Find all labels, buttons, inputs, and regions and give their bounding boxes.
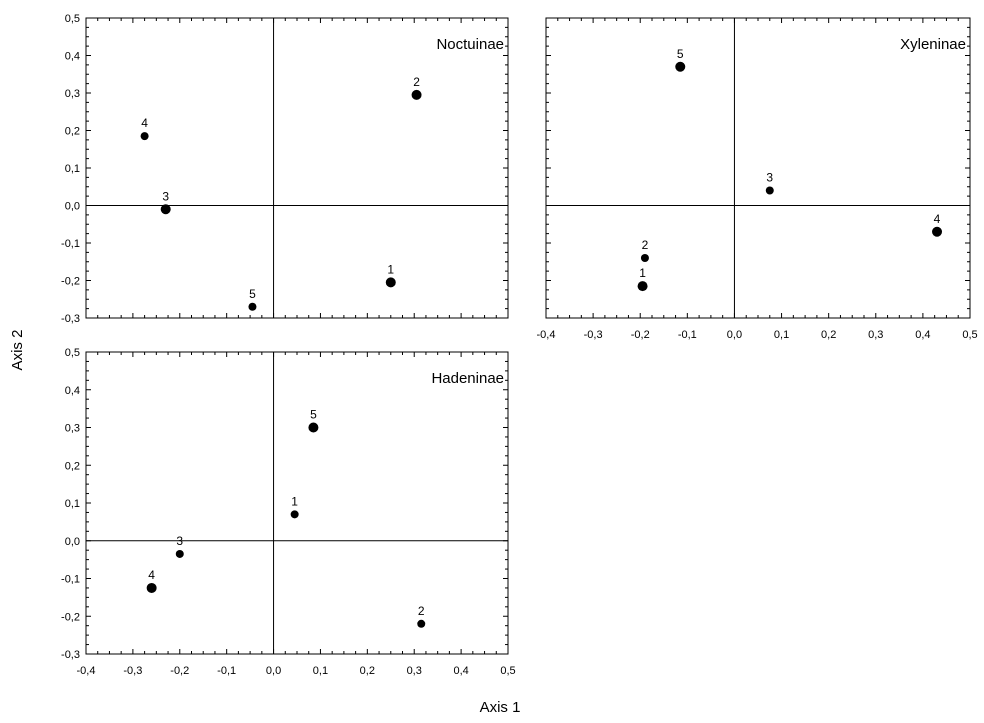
- data-point: [248, 302, 257, 311]
- data-point: [385, 277, 396, 288]
- data-point: [411, 89, 422, 100]
- data-point: [308, 422, 319, 433]
- plot-frame: [545, 17, 971, 319]
- y-tick-label: 0,0: [65, 201, 80, 213]
- x-tick-label: 0,5: [962, 329, 977, 341]
- point-label: 3: [162, 189, 169, 203]
- x-tick-label: -0,3: [123, 665, 142, 677]
- point-label: 2: [642, 238, 649, 252]
- y-tick-label: -0,3: [61, 313, 80, 325]
- data-point: [675, 61, 686, 72]
- x-tick-label: -0,4: [77, 665, 96, 677]
- data-point: [640, 254, 649, 262]
- y-tick-label: 0,4: [65, 51, 80, 63]
- point-label: 1: [387, 262, 394, 276]
- panel-title: Hadeninae: [431, 370, 504, 387]
- point-label: 5: [310, 408, 317, 422]
- data-point: [146, 582, 157, 593]
- y-tick-label: 0,4: [65, 385, 80, 397]
- y-tick-label: -0,2: [61, 611, 80, 623]
- plot-frame: [85, 17, 509, 319]
- x-tick-label: -0,1: [217, 665, 236, 677]
- y-tick-label: 0,2: [65, 460, 80, 472]
- point-label: 5: [677, 47, 684, 61]
- x-tick-label: -0,2: [631, 329, 650, 341]
- point-label: 1: [639, 266, 646, 280]
- point-label: 4: [148, 568, 155, 582]
- y-tick-label: -0,2: [61, 276, 80, 288]
- x-tick-label: 0,4: [453, 665, 468, 677]
- data-point: [290, 510, 299, 519]
- y-tick-label: 0,1: [65, 498, 80, 510]
- y-tick-label: -0,1: [61, 574, 80, 586]
- point-label: 1: [291, 494, 298, 508]
- y-tick-label: 0,2: [65, 126, 80, 138]
- x-axis-title: Axis 1: [480, 699, 521, 716]
- x-tick-label: 0,3: [868, 329, 883, 341]
- data-point: [160, 204, 171, 215]
- point-label: 2: [418, 604, 425, 618]
- point-label: 4: [934, 212, 941, 226]
- point-label: 4: [141, 116, 148, 130]
- panel-title: Noctuinae: [436, 36, 504, 53]
- point-label: 5: [249, 287, 256, 301]
- x-tick-label: 0,1: [774, 329, 789, 341]
- data-point: [637, 281, 648, 292]
- x-tick-label: 0,5: [500, 665, 515, 677]
- x-tick-label: 0,4: [915, 329, 930, 341]
- data-point: [417, 619, 426, 628]
- x-tick-label: -0,2: [170, 665, 189, 677]
- y-tick-label: -0,3: [61, 649, 80, 661]
- x-tick-label: 0,0: [266, 665, 281, 677]
- point-label: 3: [766, 171, 773, 185]
- x-tick-label: 0,2: [821, 329, 836, 341]
- x-tick-label: 0,0: [727, 329, 742, 341]
- panel-noctuinae: -0,3 -0,2 -0,1 0,0 0,1 0,2 0,3 0,4 0,5 Noctuinae 1…: [61, 13, 509, 325]
- x-tick-label: -0,4: [537, 329, 556, 341]
- data-point: [175, 549, 184, 558]
- x-tick-label: -0,1: [678, 329, 697, 341]
- panel-title: Xyleninae: [900, 36, 966, 53]
- y-tick-label: 0,1: [65, 163, 80, 175]
- y-tick-label: -0,1: [61, 238, 80, 250]
- data-point: [932, 226, 943, 237]
- panel-xyleninae: -0,4 -0,3 -0,2 -0,1 0,0 0,1 0,2 0,3 0,4 0,5 Xyleni…: [537, 17, 978, 341]
- point-label: 2: [413, 75, 420, 89]
- data-point: [765, 186, 774, 195]
- x-tick-label: 0,2: [360, 665, 375, 677]
- x-tick-label: -0,3: [584, 329, 603, 341]
- panel-hadeninae: -0,4 -0,3 -0,2 -0,1 0,0 0,1 0,2 0,3 0,4 0,5 -0,3 -0…: [61, 347, 516, 677]
- point-label: 3: [176, 534, 183, 548]
- y-tick-label: 0,3: [65, 88, 80, 100]
- y-tick-label: 0,5: [65, 13, 80, 25]
- x-tick-label: 0,3: [407, 665, 422, 677]
- y-tick-label: 0,3: [65, 423, 80, 435]
- y-axis-title: Axis 2: [9, 330, 26, 371]
- y-tick-label: 0,0: [65, 536, 80, 548]
- y-tick-label: 0,5: [65, 347, 80, 359]
- x-tick-label: 0,1: [313, 665, 328, 677]
- data-point: [140, 132, 149, 141]
